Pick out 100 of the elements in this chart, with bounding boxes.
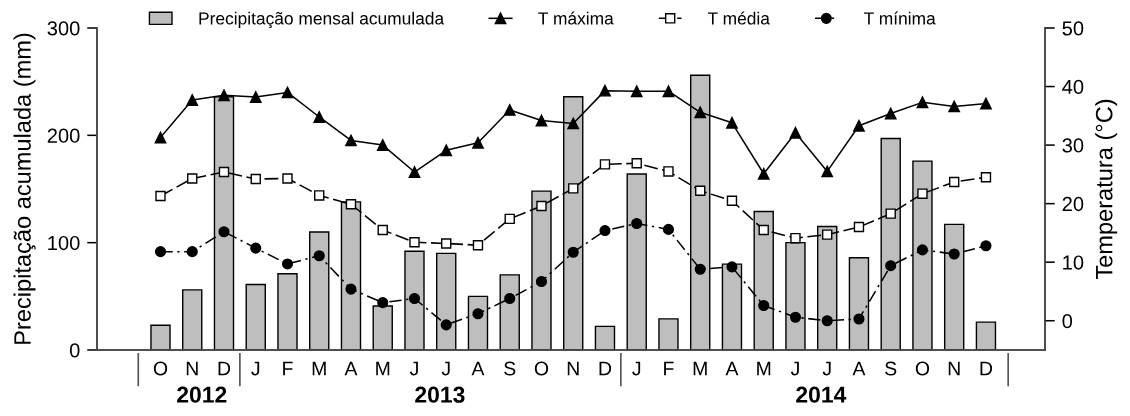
x-tick-label: J xyxy=(632,361,641,376)
point xyxy=(218,89,230,102)
point xyxy=(186,94,199,106)
point xyxy=(376,139,389,151)
y2-tick-label: 50 xyxy=(1062,21,1084,36)
point xyxy=(281,258,294,270)
point xyxy=(536,200,547,212)
point xyxy=(789,126,802,139)
point xyxy=(694,106,707,119)
point xyxy=(535,275,548,288)
point xyxy=(281,86,294,99)
point xyxy=(567,117,580,130)
point xyxy=(662,85,675,98)
point xyxy=(472,308,484,320)
point xyxy=(917,188,928,199)
point xyxy=(599,225,611,237)
point xyxy=(726,195,738,206)
point xyxy=(916,96,929,109)
point xyxy=(345,283,357,295)
x-tick-label: J xyxy=(409,361,418,376)
y2-tick-label: 20 xyxy=(1062,196,1084,212)
point xyxy=(853,119,865,132)
point xyxy=(567,246,579,258)
x-tick-label: M xyxy=(693,361,707,376)
point xyxy=(187,173,198,184)
point xyxy=(250,173,261,185)
x-tick-label: S xyxy=(885,361,897,376)
point xyxy=(885,260,897,272)
x-tick-label: M xyxy=(312,361,326,376)
x-tick-label: A xyxy=(852,361,866,376)
x-tick-label: J xyxy=(251,361,260,376)
point xyxy=(568,183,579,194)
x-tick-label: O xyxy=(153,361,168,376)
point xyxy=(916,244,929,256)
point xyxy=(345,134,357,147)
point xyxy=(726,261,738,273)
point xyxy=(313,250,325,262)
point xyxy=(377,297,389,309)
point xyxy=(409,237,420,248)
x-tick-label: M xyxy=(757,361,771,376)
point xyxy=(821,165,834,178)
point xyxy=(377,224,388,236)
point xyxy=(250,242,262,254)
point xyxy=(440,319,452,331)
point xyxy=(980,240,992,252)
point xyxy=(694,263,706,275)
point xyxy=(790,232,801,244)
legend-label: T máxima xyxy=(538,11,614,25)
point xyxy=(695,185,706,196)
point xyxy=(758,224,769,236)
text: 2012 xyxy=(177,386,227,403)
point xyxy=(345,199,357,210)
bar xyxy=(182,289,203,350)
text: 2014 xyxy=(796,386,847,403)
point xyxy=(884,107,897,120)
point xyxy=(630,85,643,98)
y-tick-label: 200 xyxy=(47,128,80,143)
x-tick-label: O xyxy=(534,361,549,376)
point xyxy=(980,172,992,183)
x-tick-label: D xyxy=(218,361,231,376)
point xyxy=(599,84,611,97)
point xyxy=(218,226,230,238)
y2-tick-label: 30 xyxy=(1062,138,1084,153)
point xyxy=(154,246,167,258)
legend-label: T mínima xyxy=(864,11,936,25)
x-tick-label: N xyxy=(186,361,198,376)
point xyxy=(408,166,421,178)
x-tick-label: A xyxy=(471,361,485,376)
point xyxy=(757,167,770,180)
point xyxy=(599,159,611,170)
point xyxy=(726,116,738,129)
point xyxy=(948,176,960,188)
x-tick-label: J xyxy=(790,361,799,376)
point xyxy=(758,299,770,312)
point xyxy=(853,221,865,233)
point xyxy=(821,315,833,327)
x-tick-label: A xyxy=(344,361,358,376)
y2-tick-label: 0 xyxy=(1062,313,1073,329)
point xyxy=(186,246,198,258)
bar xyxy=(150,324,171,350)
point xyxy=(885,208,896,219)
x-tick-label: S xyxy=(504,361,516,376)
point xyxy=(853,313,865,325)
bar xyxy=(594,325,616,350)
point xyxy=(662,223,675,235)
y-tick-label: 300 xyxy=(47,21,80,36)
bar xyxy=(245,283,266,350)
bar xyxy=(658,318,679,350)
point xyxy=(948,100,961,113)
point xyxy=(631,217,643,230)
y2-tick-label: 10 xyxy=(1063,255,1084,270)
x-tick-label: O xyxy=(915,361,930,376)
point xyxy=(789,311,802,323)
legend-label: Precipitação mensal acumulada xyxy=(199,11,445,29)
bar xyxy=(277,273,298,350)
text: 2013 xyxy=(415,386,465,403)
y-tick-label: 100 xyxy=(48,235,80,251)
point xyxy=(154,131,167,144)
legend-label: T média xyxy=(707,11,770,25)
point xyxy=(504,213,515,225)
